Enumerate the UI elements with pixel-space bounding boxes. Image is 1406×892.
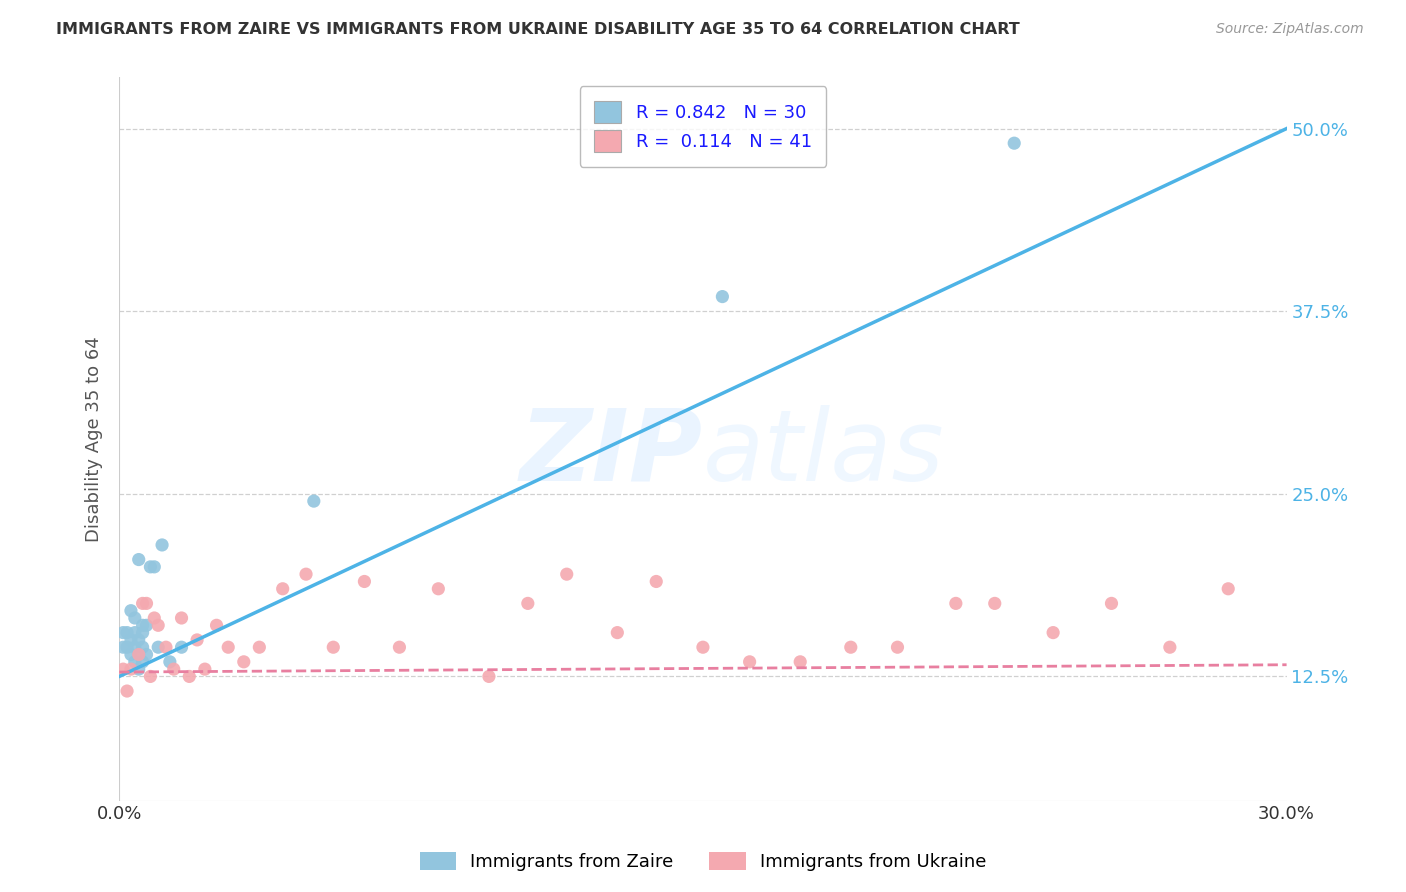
Point [1101, 596, 1123, 610]
Point [131, 655, 153, 669]
Point [295, 567, 318, 582]
Point [131, 618, 153, 632]
Point [194, 662, 217, 676]
Point [155, 640, 177, 655]
Point [115, 684, 138, 698]
Point [555, 567, 578, 582]
Point [120, 632, 142, 647]
Text: IMMIGRANTS FROM ZAIRE VS IMMIGRANTS FROM UKRAINE DISABILITY AGE 35 TO 64 CORRELA: IMMIGRANTS FROM ZAIRE VS IMMIGRANTS FROM… [56, 22, 1019, 37]
Text: Source: ZipAtlas.com: Source: ZipAtlas.com [1216, 22, 1364, 37]
Point [886, 640, 908, 655]
Point [135, 596, 157, 610]
Point [645, 574, 668, 589]
Point [516, 596, 538, 610]
Point [115, 640, 138, 655]
Point [232, 655, 254, 669]
Point [131, 596, 153, 610]
Point [839, 640, 862, 655]
Point [1218, 582, 1240, 596]
Text: ZIP: ZIP [520, 405, 703, 502]
Point [115, 625, 138, 640]
Point [139, 669, 162, 683]
Point [148, 618, 170, 632]
Point [143, 559, 166, 574]
Point [135, 648, 157, 662]
Point [128, 648, 150, 662]
Point [112, 662, 135, 676]
Point [128, 648, 150, 662]
Point [217, 640, 239, 655]
Point [120, 604, 142, 618]
Legend: Immigrants from Zaire, Immigrants from Ukraine: Immigrants from Zaire, Immigrants from U… [412, 845, 994, 879]
Point [128, 662, 150, 676]
Point [711, 289, 734, 303]
Point [120, 648, 142, 662]
Point [170, 611, 193, 625]
Point [131, 625, 153, 640]
Point [179, 669, 201, 683]
Point [163, 662, 186, 676]
Y-axis label: Disability Age 35 to 64: Disability Age 35 to 64 [86, 336, 103, 542]
Point [159, 655, 181, 669]
Point [478, 669, 501, 683]
Point [124, 640, 146, 655]
Point [271, 582, 294, 596]
Point [124, 625, 146, 640]
Point [692, 640, 714, 655]
Point [170, 640, 193, 655]
Point [131, 640, 153, 655]
Point [738, 655, 761, 669]
Point [984, 596, 1007, 610]
Point [606, 625, 628, 640]
Point [427, 582, 450, 596]
Point [322, 640, 344, 655]
Point [124, 655, 146, 669]
Point [143, 611, 166, 625]
Point [1042, 625, 1064, 640]
Point [247, 640, 270, 655]
Legend: R = 0.842   N = 30, R =  0.114   N = 41: R = 0.842 N = 30, R = 0.114 N = 41 [579, 87, 827, 167]
Point [139, 559, 162, 574]
Point [186, 632, 208, 647]
Point [120, 662, 142, 676]
Point [128, 632, 150, 647]
Point [112, 640, 135, 655]
Point [135, 618, 157, 632]
Point [353, 574, 375, 589]
Point [148, 640, 170, 655]
Point [945, 596, 967, 610]
Point [1002, 136, 1025, 151]
Point [205, 618, 228, 632]
Point [112, 625, 135, 640]
Point [302, 494, 325, 508]
Point [1159, 640, 1181, 655]
Point [150, 538, 173, 552]
Point [128, 552, 150, 566]
Text: atlas: atlas [703, 405, 945, 502]
Point [124, 611, 146, 625]
Point [789, 655, 811, 669]
Point [388, 640, 411, 655]
